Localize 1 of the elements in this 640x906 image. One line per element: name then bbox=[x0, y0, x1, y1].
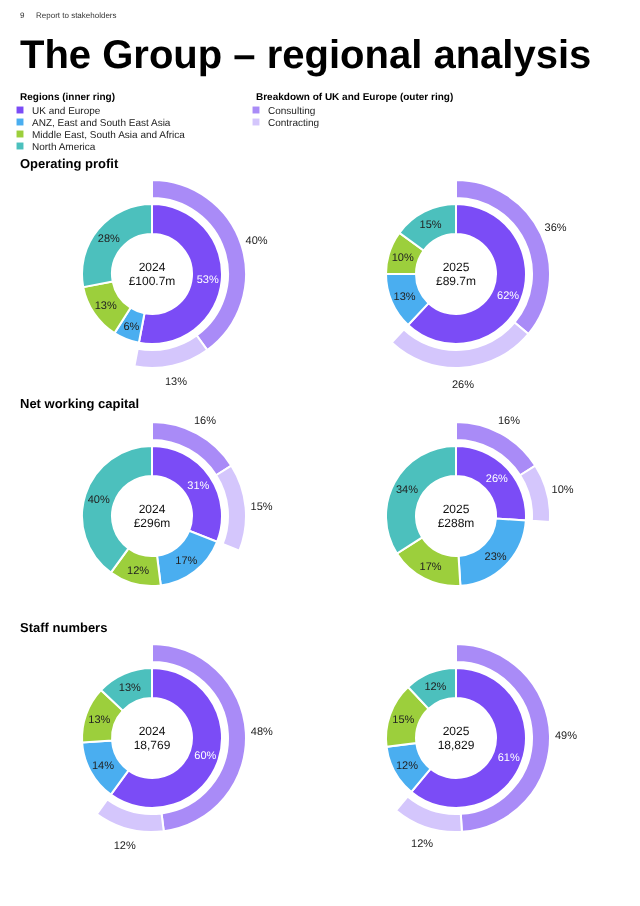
text: The Group – regional analysis bbox=[20, 34, 592, 78]
